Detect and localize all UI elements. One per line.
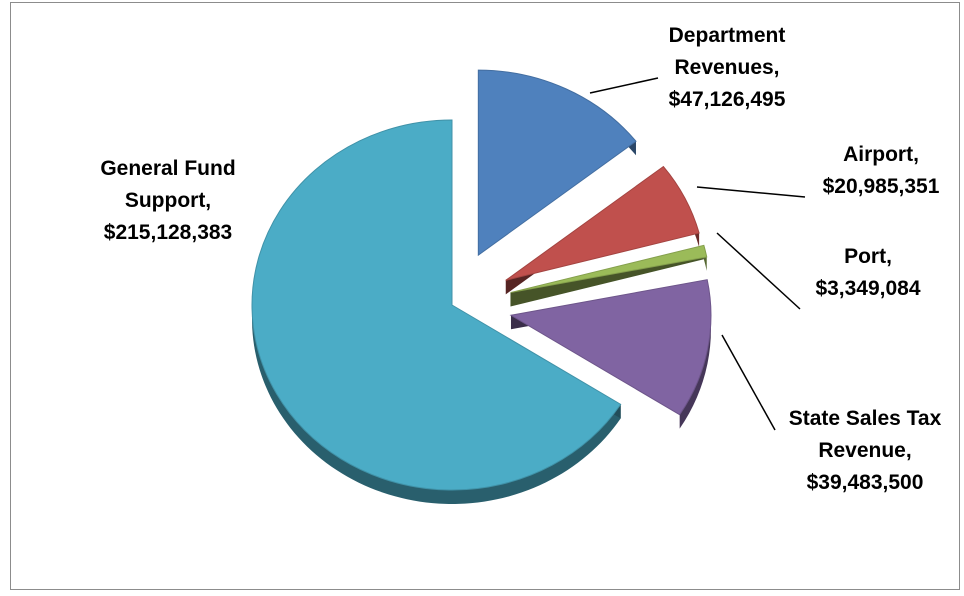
pie-slice-airport (505, 165, 700, 295)
data-label-line: Revenues, (674, 56, 779, 79)
data-label-line: General Fund (100, 157, 235, 180)
data-label-line: Airport, (843, 143, 919, 166)
data-label-line: $215,128,383 (104, 221, 232, 244)
leader-line-department-revenues (589, 77, 659, 94)
data-label-line: $3,349,084 (815, 277, 920, 300)
pie-slice-top (505, 165, 700, 281)
leader-line-port (716, 232, 801, 310)
pie-slice-top (510, 244, 708, 294)
pie-slice-top (509, 279, 712, 416)
leader-line-airport (696, 186, 806, 198)
data-label-line: Revenue, (818, 439, 911, 462)
pie-slice-port (510, 244, 708, 307)
data-label-line: $20,985,351 (823, 175, 940, 198)
data-label-state-sales-tax-revenue: State Sales Tax Revenue, $39,483,500 (789, 407, 942, 494)
pie-slice-top (477, 69, 637, 257)
data-label-line: $39,483,500 (807, 471, 924, 494)
data-label-line: State Sales Tax (789, 407, 942, 430)
pie-slices (251, 69, 712, 504)
data-label-airport: Airport, $20,985,351 (823, 143, 940, 198)
data-label-line: Support, (125, 189, 211, 212)
data-label-line: Port, (844, 245, 892, 268)
data-label-general-fund-support: General Fund Support, $215,128,383 (100, 157, 235, 244)
leader-lines (589, 77, 806, 431)
data-label-port: Port, $3,349,084 (815, 245, 920, 300)
leader-line-state-sales-tax-revenue (721, 334, 776, 431)
data-label-line: Department (669, 24, 786, 47)
data-labels: Department Revenues, $47,126,495 Airport, $2… (100, 24, 941, 494)
pie-slice-top (251, 119, 622, 491)
data-label-department-revenues: Department Revenues, $47,126,495 (669, 24, 786, 111)
pie-slice-general-fund-support (251, 119, 622, 504)
pie-slice-state-sales-tax-revenue (509, 279, 712, 429)
data-label-line: $47,126,495 (669, 88, 786, 111)
pie-slice-department-revenues (477, 69, 637, 257)
